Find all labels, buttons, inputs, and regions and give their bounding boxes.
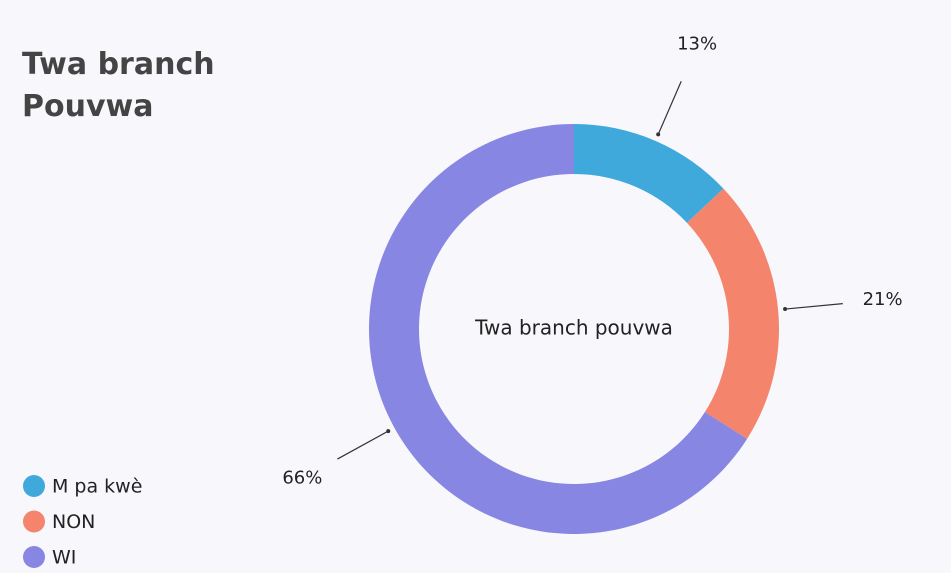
- value-label: 66%: [282, 467, 322, 488]
- legend-swatch: [23, 475, 45, 497]
- value-label: 13%: [677, 33, 717, 54]
- leader-line: [785, 302, 843, 310]
- leader-dot: [386, 429, 391, 434]
- chart-title: Twa branch Pouvwa: [22, 47, 215, 124]
- leader-dot: [656, 132, 661, 137]
- donut-slice: [686, 188, 779, 439]
- center-label: Twa branch pouvwa: [474, 316, 673, 340]
- donut-slice: [574, 124, 724, 223]
- value-label: 21%: [863, 289, 903, 310]
- leader-dot: [783, 307, 788, 312]
- leader-line: [657, 80, 682, 135]
- legend-label: WI: [52, 547, 76, 569]
- legend-swatch: [23, 546, 45, 568]
- legend-label: NON: [52, 511, 95, 533]
- legend-label: M pa kwè: [52, 476, 142, 498]
- legend-swatch: [23, 510, 45, 533]
- leader-line: [337, 430, 389, 460]
